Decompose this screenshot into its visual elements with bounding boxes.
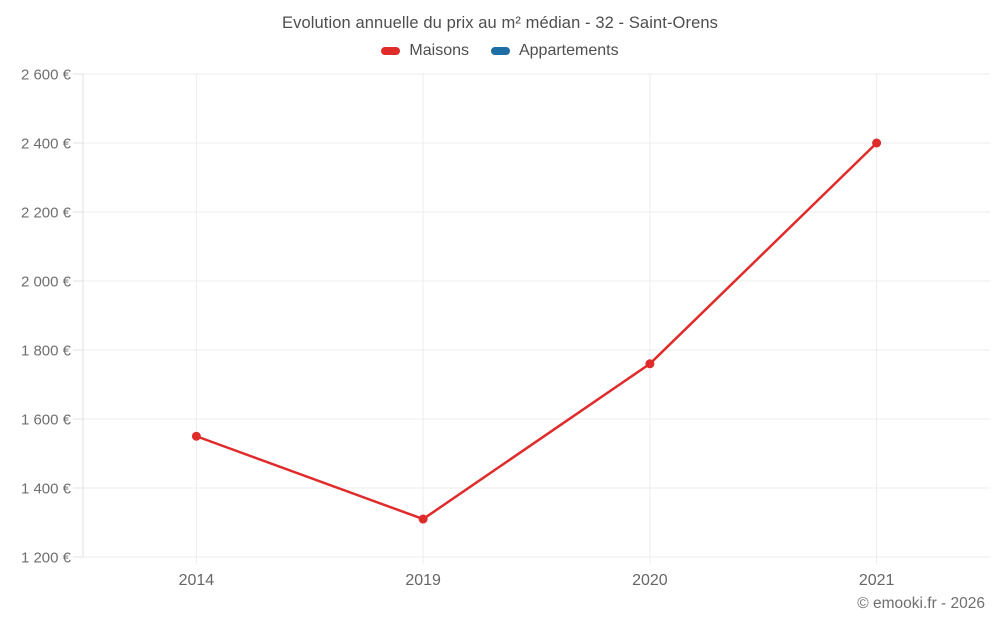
data-point-maisons[interactable] — [191, 431, 201, 441]
data-point-maisons[interactable] — [872, 138, 882, 148]
attribution-footer: © emooki.fr - 2026 — [857, 595, 985, 612]
y-tick-label: 1 400 € — [21, 480, 72, 497]
y-tick-label: 1 200 € — [21, 549, 72, 566]
data-point-maisons[interactable] — [418, 514, 428, 524]
chart-svg: 1 200 € 1 400 € 1 600 € 1 800 € 2 000 € 2 200… — [21, 66, 990, 589]
y-tick-label: 2 200 € — [21, 204, 72, 221]
legend: Maisons Appartements — [0, 42, 1000, 60]
x-tick-label: 2020 — [632, 572, 668, 589]
chart-title: Evolution annuelle du prix au m² médian … — [282, 14, 718, 32]
legend-label-maisons: Maisons — [409, 42, 469, 59]
x-tick-label: 2021 — [859, 572, 895, 589]
legend-swatch-maisons-icon — [381, 47, 401, 55]
y-tick-label: 2 000 € — [21, 273, 72, 290]
x-tick-label: 2014 — [179, 572, 215, 589]
x-tick-label: 2019 — [405, 572, 441, 589]
y-tick-label: 2 400 € — [21, 135, 72, 152]
y-tick-label: 1 800 € — [21, 342, 72, 359]
chart-header: Evolution annuelle du prix au m² médian … — [0, 0, 1000, 60]
y-tick-label: 1 600 € — [21, 411, 72, 428]
data-point-maisons[interactable] — [645, 359, 655, 369]
legend-swatch-appartements-icon — [490, 47, 510, 55]
legend-item-appartements[interactable]: Appartements — [490, 42, 619, 60]
legend-item-maisons[interactable]: Maisons — [381, 42, 469, 60]
series-line-maisons — [195, 141, 878, 521]
y-tick-label: 2 600 € — [21, 66, 72, 83]
legend-label-appartements: Appartements — [518, 42, 619, 59]
